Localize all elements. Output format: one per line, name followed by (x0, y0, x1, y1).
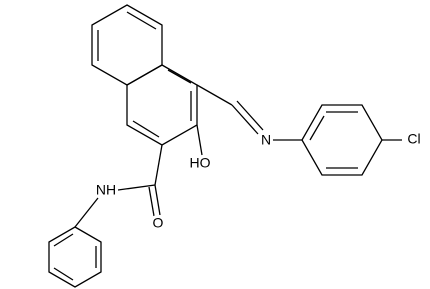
double-bond (148, 186, 155, 217)
double-bond (53, 267, 74, 281)
ring (301, 104, 383, 176)
ring (48, 226, 102, 288)
double-bond (126, 11, 157, 30)
bond (231, 104, 259, 135)
bonds (48, 4, 402, 288)
bond (117, 184, 156, 191)
double-bond (309, 115, 325, 141)
double-bond (53, 233, 74, 247)
atom-label: HO (190, 155, 211, 171)
bond (154, 144, 163, 186)
double-bond (167, 69, 192, 84)
atom-label: O (153, 215, 164, 231)
atom-label: N (261, 132, 271, 148)
ring (91, 4, 163, 86)
double-bond (236, 100, 264, 131)
bond (196, 124, 203, 156)
bond (74, 197, 99, 228)
bond (154, 184, 161, 216)
atom-label: Cl (407, 131, 420, 147)
double-bond (132, 120, 160, 138)
bond (196, 84, 233, 106)
atom-label: NH (96, 182, 116, 198)
ring (126, 64, 198, 146)
